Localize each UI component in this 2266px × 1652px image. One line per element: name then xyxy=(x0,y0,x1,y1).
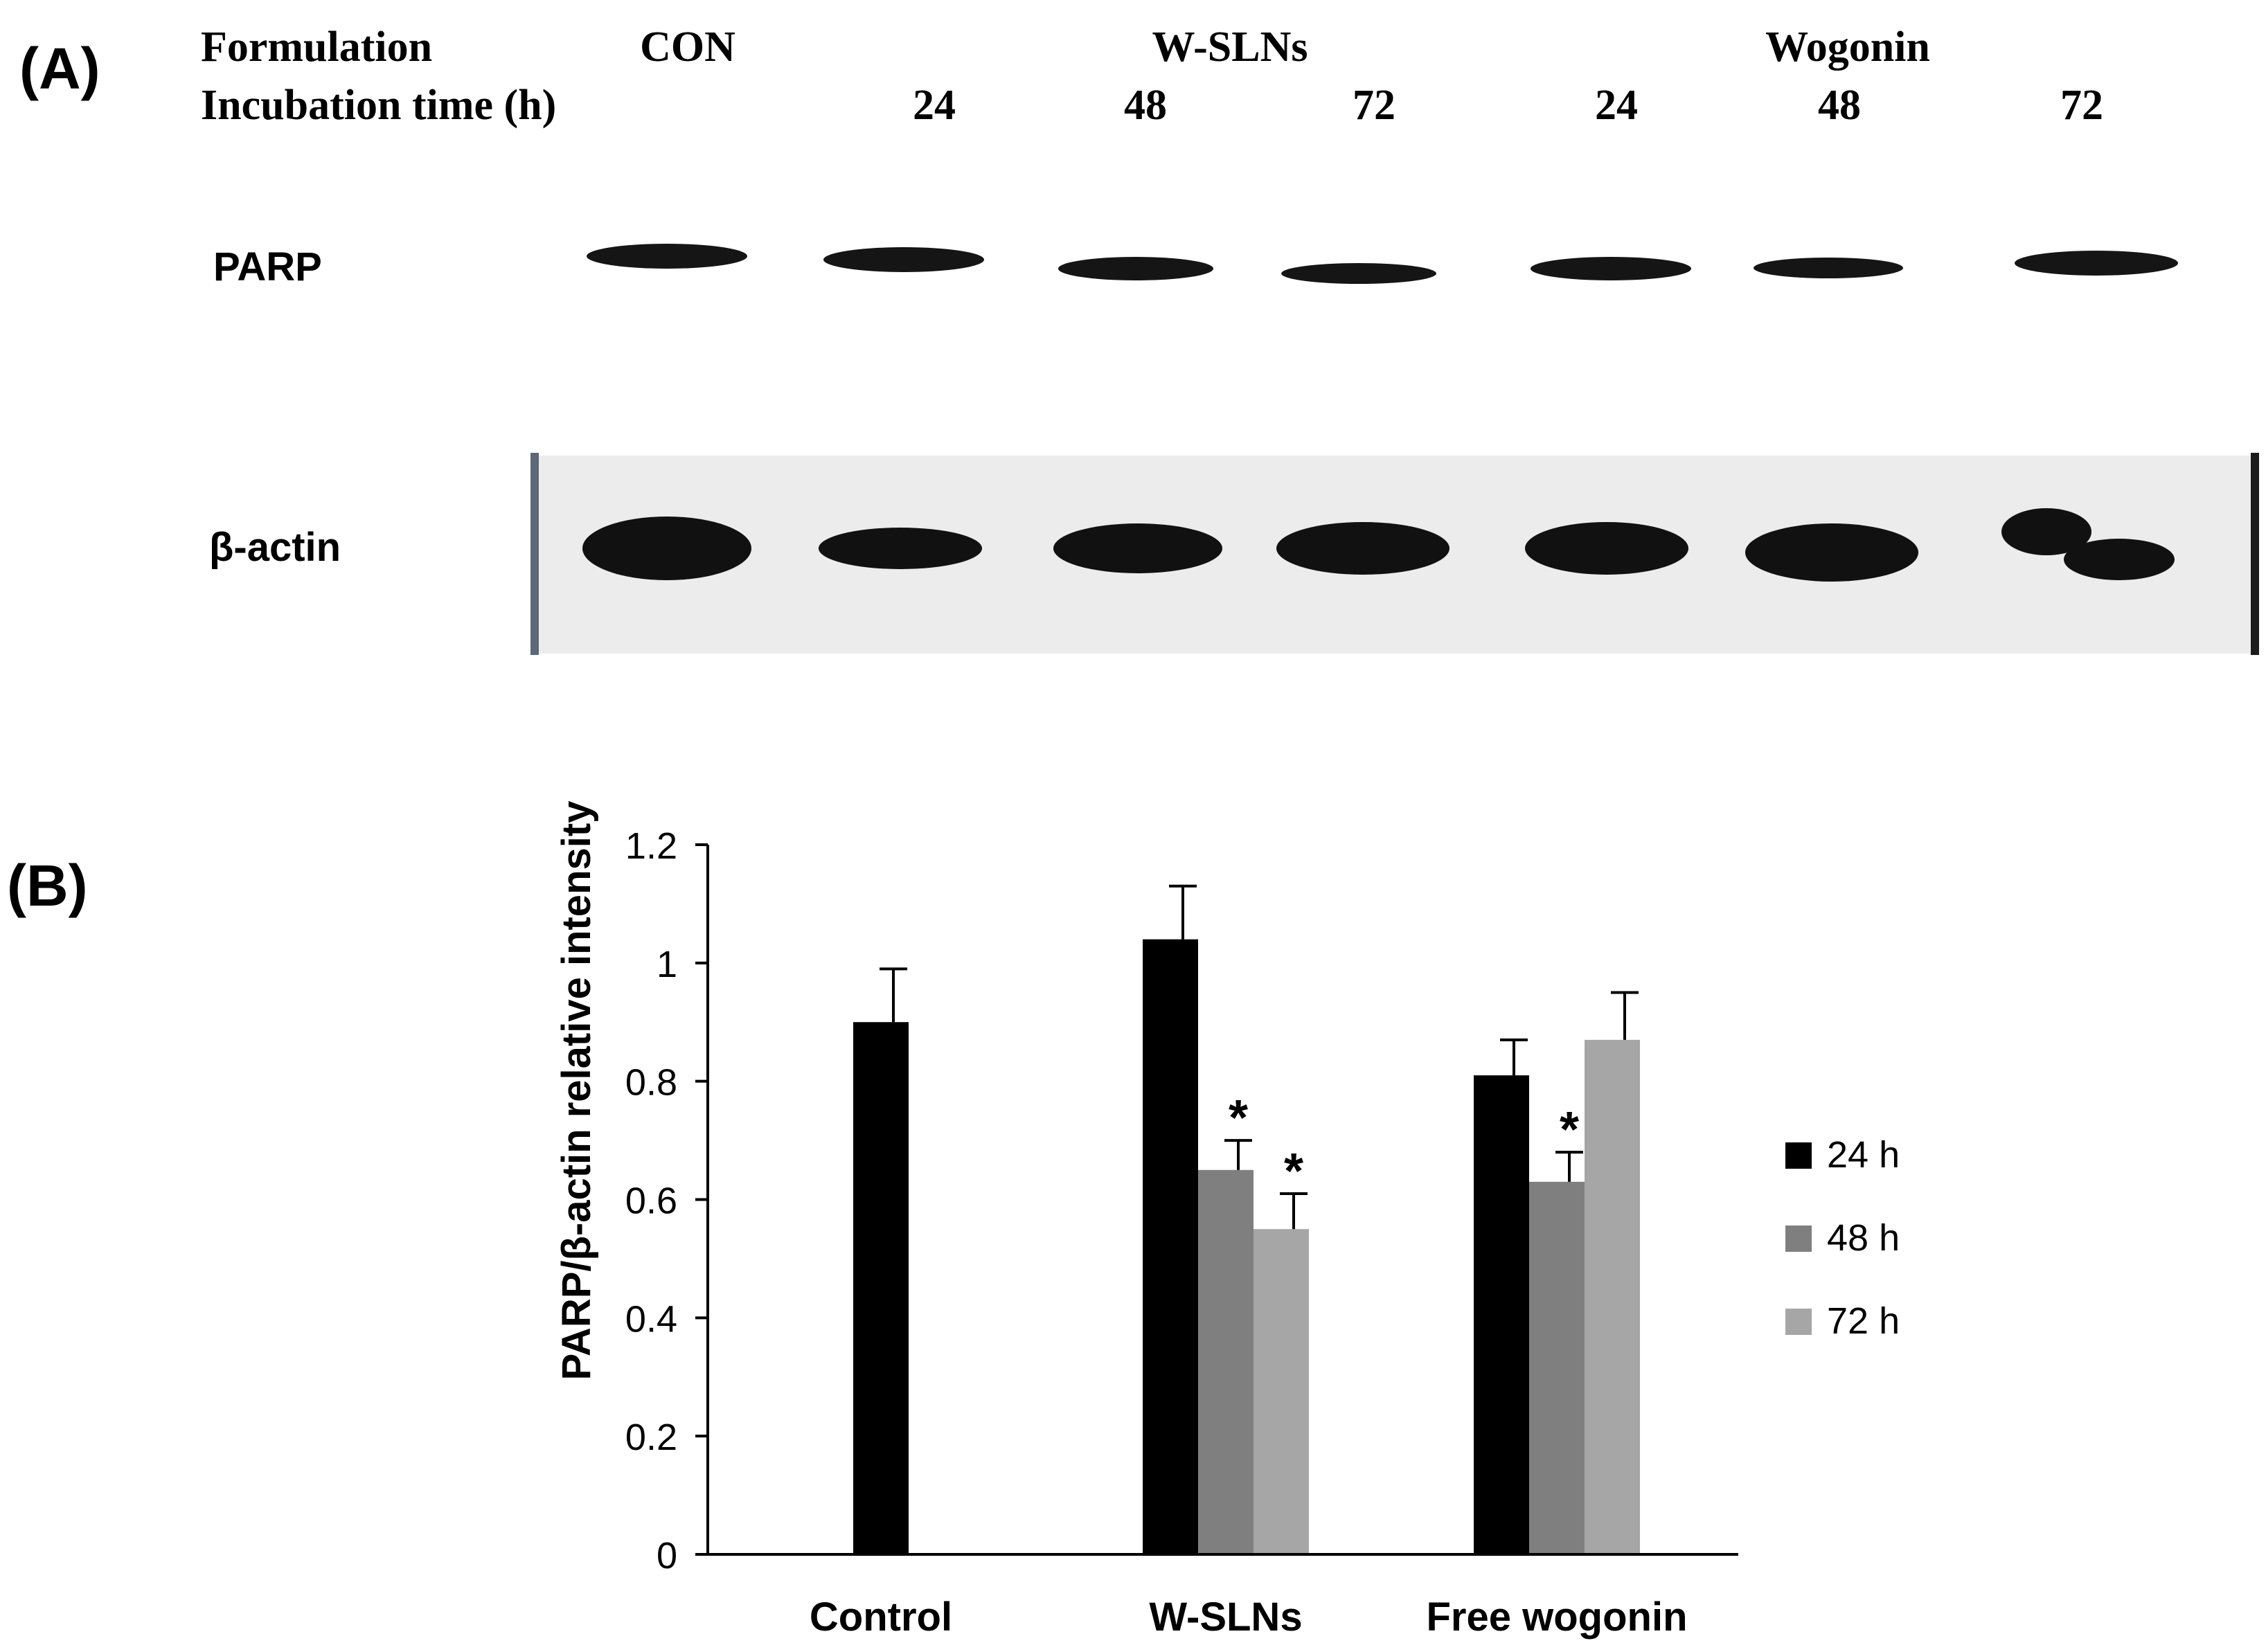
beta-actin-band xyxy=(1053,523,1222,573)
blot-row-label-beta-actin: β-actin xyxy=(209,525,341,570)
lane-time-label: 72 xyxy=(2060,82,2103,129)
x-category-label: Control xyxy=(810,1595,952,1640)
beta-actin-bands xyxy=(582,508,2175,582)
y-tick-label: 0.2 xyxy=(625,1417,677,1458)
beta-actin-band xyxy=(1745,523,1918,582)
bars xyxy=(853,939,1640,1554)
significance-markers: * * * xyxy=(1229,1090,1579,1199)
blot-row-label-parp: PARP xyxy=(213,244,322,289)
legend-label: 72 h xyxy=(1827,1300,1900,1342)
panel-b-label: (B) xyxy=(7,853,88,918)
parp-band xyxy=(1754,258,1903,278)
y-tick-label: 1.2 xyxy=(625,825,677,867)
parp-band xyxy=(1058,257,1213,280)
parp-band xyxy=(2015,251,2178,276)
bar xyxy=(1585,1039,1640,1554)
panel-a-western-blot: (A) Formulation Incubation time (h) CON … xyxy=(19,24,2259,655)
group-label-w-slns: W-SLNs xyxy=(1152,24,1308,71)
x-category-label: W-SLNs xyxy=(1149,1595,1302,1640)
parp-band xyxy=(587,244,747,269)
incubation-time-label: Incubation time (h) xyxy=(201,82,556,129)
lane-time-label: 48 xyxy=(1818,82,1861,129)
legend-swatch xyxy=(1785,1225,1812,1252)
legend-swatch xyxy=(1785,1309,1812,1335)
y-axis-title: PARP/β-actin relative intensity xyxy=(554,801,599,1381)
significance-marker: * xyxy=(1284,1144,1303,1199)
bar xyxy=(1474,1075,1529,1554)
panel-b-bar-chart: (B) PARP/β-actin relative intensity 0 0.2… xyxy=(7,801,1900,1640)
bar xyxy=(1198,1169,1254,1554)
y-axis-ticks: 0 0.2 0.4 0.6 0.8 1 1.2 xyxy=(625,825,708,1577)
significance-marker: * xyxy=(1229,1090,1248,1146)
blot-left-border xyxy=(530,453,539,655)
blot-right-border xyxy=(2251,453,2259,655)
parp-bands xyxy=(587,244,2178,284)
parp-band xyxy=(823,247,984,272)
panel-a-label: (A) xyxy=(19,36,100,101)
beta-actin-band xyxy=(582,517,751,580)
y-tick-label: 0.8 xyxy=(625,1062,677,1104)
beta-actin-band xyxy=(2001,508,2091,555)
error-bars xyxy=(880,884,1639,1230)
legend: 24 h 48 h 72 h xyxy=(1785,1134,1900,1342)
bar xyxy=(1143,939,1198,1554)
formulation-label: Formulation xyxy=(201,24,432,71)
group-label-con: CON xyxy=(640,24,735,71)
legend-swatch xyxy=(1785,1142,1812,1169)
beta-actin-band xyxy=(819,528,982,569)
y-tick-label: 0.4 xyxy=(625,1298,677,1340)
x-axis-ticks: Control W-SLNs Free wogonin xyxy=(810,1595,1688,1640)
parp-band xyxy=(1281,263,1436,284)
lane-time-label: 48 xyxy=(1124,82,1167,129)
lane-time-label: 24 xyxy=(913,82,956,129)
bar xyxy=(853,1022,909,1554)
bar xyxy=(1254,1229,1309,1554)
legend-label: 48 h xyxy=(1827,1217,1900,1259)
lane-time-label: 72 xyxy=(1353,82,1395,129)
y-tick-label: 0.6 xyxy=(625,1180,677,1222)
beta-actin-band xyxy=(1276,522,1449,575)
parp-band xyxy=(1531,257,1691,280)
group-label-wogonin: Wogonin xyxy=(1765,24,1930,71)
significance-marker: * xyxy=(1560,1102,1579,1158)
legend-label: 24 h xyxy=(1827,1134,1900,1176)
lane-time-label: 24 xyxy=(1595,82,1638,129)
y-tick-label: 1 xyxy=(657,944,677,985)
beta-actin-band xyxy=(1525,522,1688,575)
x-category-label: Free wogonin xyxy=(1427,1595,1688,1640)
y-tick-label: 0 xyxy=(657,1535,677,1577)
beta-actin-band xyxy=(2064,539,2175,580)
bar xyxy=(1529,1181,1585,1554)
